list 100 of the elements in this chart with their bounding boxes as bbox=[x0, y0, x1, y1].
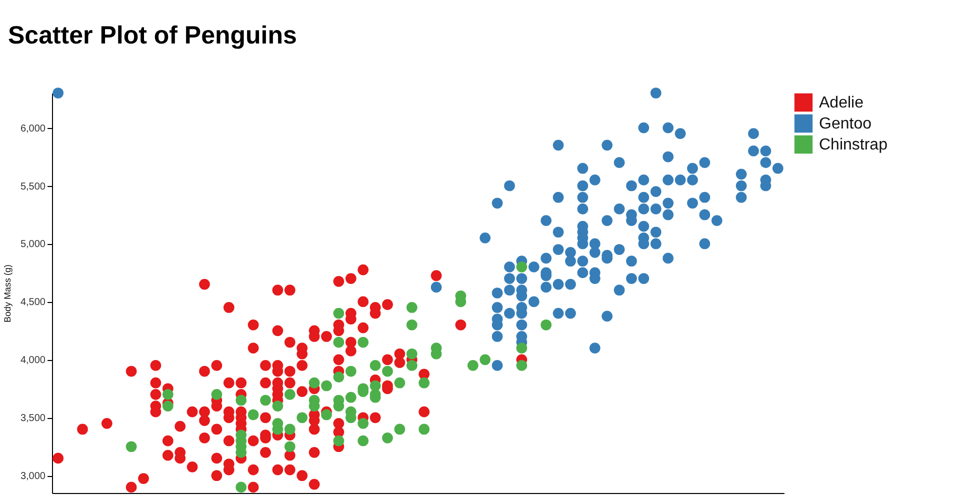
point bbox=[296, 360, 308, 371]
point bbox=[358, 296, 369, 308]
point bbox=[260, 447, 271, 458]
point bbox=[284, 284, 296, 296]
legend-label: Gentoo bbox=[819, 116, 872, 132]
point bbox=[101, 418, 112, 429]
y-tick-label: 4,000 bbox=[20, 355, 46, 366]
point bbox=[296, 412, 308, 424]
point bbox=[284, 336, 296, 348]
point bbox=[321, 380, 332, 392]
point bbox=[516, 342, 528, 354]
point bbox=[626, 273, 637, 284]
point bbox=[492, 331, 503, 342]
point bbox=[577, 162, 588, 174]
point bbox=[272, 464, 284, 476]
point bbox=[394, 424, 406, 435]
point bbox=[552, 192, 564, 203]
point bbox=[272, 400, 284, 412]
point bbox=[308, 478, 320, 490]
point bbox=[370, 412, 381, 424]
point bbox=[406, 348, 418, 360]
point bbox=[504, 273, 515, 284]
point bbox=[736, 168, 747, 180]
point bbox=[552, 308, 564, 319]
point bbox=[345, 273, 356, 284]
point bbox=[150, 360, 162, 371]
point bbox=[186, 406, 198, 418]
point bbox=[211, 470, 222, 482]
point bbox=[552, 226, 564, 238]
point bbox=[699, 192, 710, 203]
point bbox=[687, 162, 698, 174]
point bbox=[211, 360, 222, 371]
point bbox=[162, 400, 174, 412]
point bbox=[284, 377, 296, 388]
point bbox=[626, 256, 637, 267]
point bbox=[430, 270, 442, 282]
point bbox=[467, 360, 478, 371]
point bbox=[345, 346, 356, 356]
point bbox=[150, 389, 162, 400]
point bbox=[382, 366, 393, 377]
point bbox=[516, 273, 528, 284]
point bbox=[248, 464, 259, 476]
chart-title: Scatter Plot of Penguins bbox=[8, 22, 297, 50]
point bbox=[77, 424, 88, 435]
point bbox=[260, 394, 271, 406]
point bbox=[358, 336, 369, 348]
point bbox=[577, 192, 588, 203]
point bbox=[552, 244, 564, 255]
point bbox=[638, 192, 650, 203]
point bbox=[333, 276, 344, 287]
y-tick-label: 3,000 bbox=[20, 471, 46, 482]
point bbox=[358, 418, 369, 429]
point bbox=[650, 226, 662, 238]
point bbox=[211, 452, 222, 464]
point bbox=[504, 284, 515, 296]
point bbox=[248, 319, 259, 330]
point bbox=[211, 389, 222, 400]
point bbox=[308, 424, 320, 435]
point bbox=[260, 412, 271, 424]
point bbox=[480, 354, 491, 366]
point bbox=[528, 296, 540, 308]
point bbox=[552, 140, 564, 151]
point bbox=[674, 128, 686, 139]
point bbox=[126, 482, 137, 493]
point bbox=[760, 146, 772, 156]
point bbox=[370, 360, 381, 371]
point bbox=[662, 252, 674, 264]
point bbox=[406, 302, 418, 313]
point bbox=[236, 482, 247, 493]
point bbox=[126, 441, 137, 452]
point bbox=[345, 392, 356, 403]
point bbox=[565, 308, 576, 319]
point bbox=[333, 354, 344, 366]
point bbox=[296, 470, 308, 482]
point bbox=[223, 302, 234, 313]
point bbox=[748, 128, 759, 139]
point bbox=[552, 278, 564, 290]
point bbox=[687, 198, 698, 209]
point bbox=[126, 366, 137, 377]
point bbox=[687, 174, 698, 186]
point bbox=[492, 302, 503, 313]
point bbox=[358, 264, 369, 276]
point bbox=[772, 162, 784, 174]
legend-label: Chinstrap bbox=[819, 136, 888, 154]
point bbox=[260, 360, 271, 371]
point bbox=[577, 267, 588, 278]
point bbox=[748, 146, 759, 156]
point bbox=[638, 122, 650, 134]
point bbox=[418, 377, 430, 388]
point bbox=[308, 377, 320, 388]
point bbox=[614, 284, 625, 296]
point bbox=[589, 342, 600, 354]
point bbox=[211, 424, 222, 435]
point bbox=[589, 174, 600, 186]
point bbox=[358, 435, 369, 446]
point bbox=[504, 261, 515, 272]
point bbox=[492, 288, 503, 298]
point bbox=[577, 180, 588, 192]
point bbox=[272, 284, 284, 296]
point bbox=[406, 360, 418, 371]
